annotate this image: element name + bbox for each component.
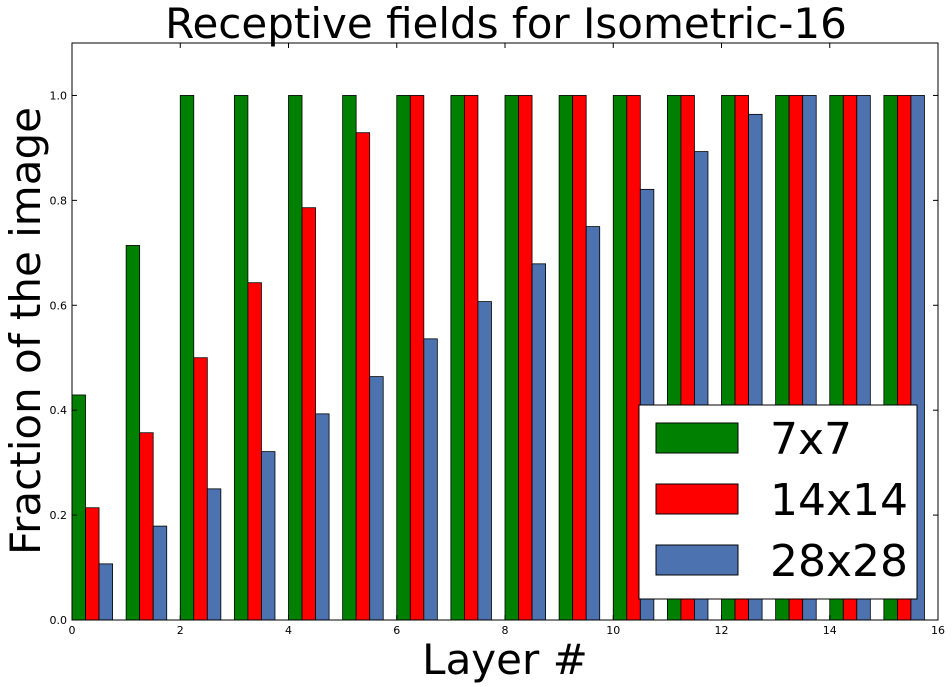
legend-swatch-7x7 [655, 422, 739, 454]
x-tick-label: 0 [69, 624, 76, 637]
bar-14x14-layer-9 [572, 95, 587, 621]
y-axis-label: Fraction of the image [1, 107, 50, 555]
axis-ticks: 0 2 4 6 8 10 12 14 16 0.0 0.2 0.4 0.6 0.8 1.0 [50, 43, 945, 637]
legend-swatch-28x28 [655, 544, 739, 576]
bar-14x14-layer-7 [464, 95, 479, 621]
legend-label-14x14: 14x14 [770, 475, 908, 526]
y-tick-label: 0.8 [50, 194, 68, 207]
legend-label-28x28: 28x28 [770, 536, 908, 587]
bar-7x7-layer-5 [342, 95, 357, 621]
x-axis-label: Layer # [422, 635, 588, 684]
bar-14x14-layer-3 [247, 282, 262, 621]
x-tick-label: 14 [823, 624, 837, 637]
bar-7x7-layer-6 [396, 95, 411, 621]
bar-28x28-layer-2 [206, 488, 222, 621]
bar-14x14-layer-4 [301, 207, 316, 621]
bar-28x28-layer-3 [261, 451, 276, 621]
bar-28x28-layer-6 [423, 338, 438, 621]
y-tick-label: 1.0 [50, 89, 68, 102]
bar-14x14-layer-1 [139, 432, 154, 621]
bar-7x7-layer-10 [612, 95, 628, 621]
bar-7x7-layer-3 [233, 95, 249, 621]
bar-7x7-layer-8 [504, 95, 519, 621]
bar-14x14-layer-0 [85, 507, 100, 621]
bar-28x28-layer-8 [531, 263, 546, 621]
bar-28x28-layer-1 [152, 525, 168, 621]
y-tick-label: 0.2 [50, 509, 68, 522]
bar-28x28-layer-7 [477, 301, 492, 621]
bar-28x28-layer-5 [369, 376, 384, 621]
x-tick-label: 4 [285, 624, 292, 637]
bar-7x7-layer-7 [450, 95, 465, 621]
bar-14x14-layer-5 [355, 132, 371, 621]
bar-7x7-layer-9 [558, 95, 574, 621]
x-tick-label: 12 [715, 624, 729, 637]
bar-7x7-layer-4 [288, 95, 303, 621]
bar-14x14-layer-8 [518, 95, 533, 621]
x-tick-label: 10 [606, 624, 620, 637]
x-tick-label: 16 [931, 624, 945, 637]
y-tick-label: 0.6 [50, 299, 68, 312]
bar-14x14-layer-10 [626, 95, 641, 621]
legend-label-7x7: 7x7 [770, 414, 852, 465]
bar-28x28-layer-9 [585, 226, 601, 621]
legend-swatch-14x14 [655, 483, 739, 515]
bar-7x7-layer-2 [179, 95, 195, 621]
x-tick-label: 2 [177, 624, 184, 637]
y-tick-label: 0.4 [50, 404, 68, 417]
bar-28x28-layer-0 [98, 563, 113, 621]
bar-14x14-layer-2 [193, 357, 208, 621]
legend: 7x7 14x14 28x28 [638, 404, 918, 600]
bar-7x7-layer-1 [125, 245, 141, 621]
x-tick-label: 6 [393, 624, 400, 637]
bar-14x14-layer-6 [409, 95, 425, 621]
chart-title: Receptive fields for Isometric-16 [165, 0, 847, 48]
y-tick-label: 0.0 [50, 614, 68, 627]
bar-7x7-layer-0 [71, 394, 86, 621]
bar-28x28-layer-4 [315, 413, 330, 621]
x-tick-label: 8 [502, 624, 509, 637]
